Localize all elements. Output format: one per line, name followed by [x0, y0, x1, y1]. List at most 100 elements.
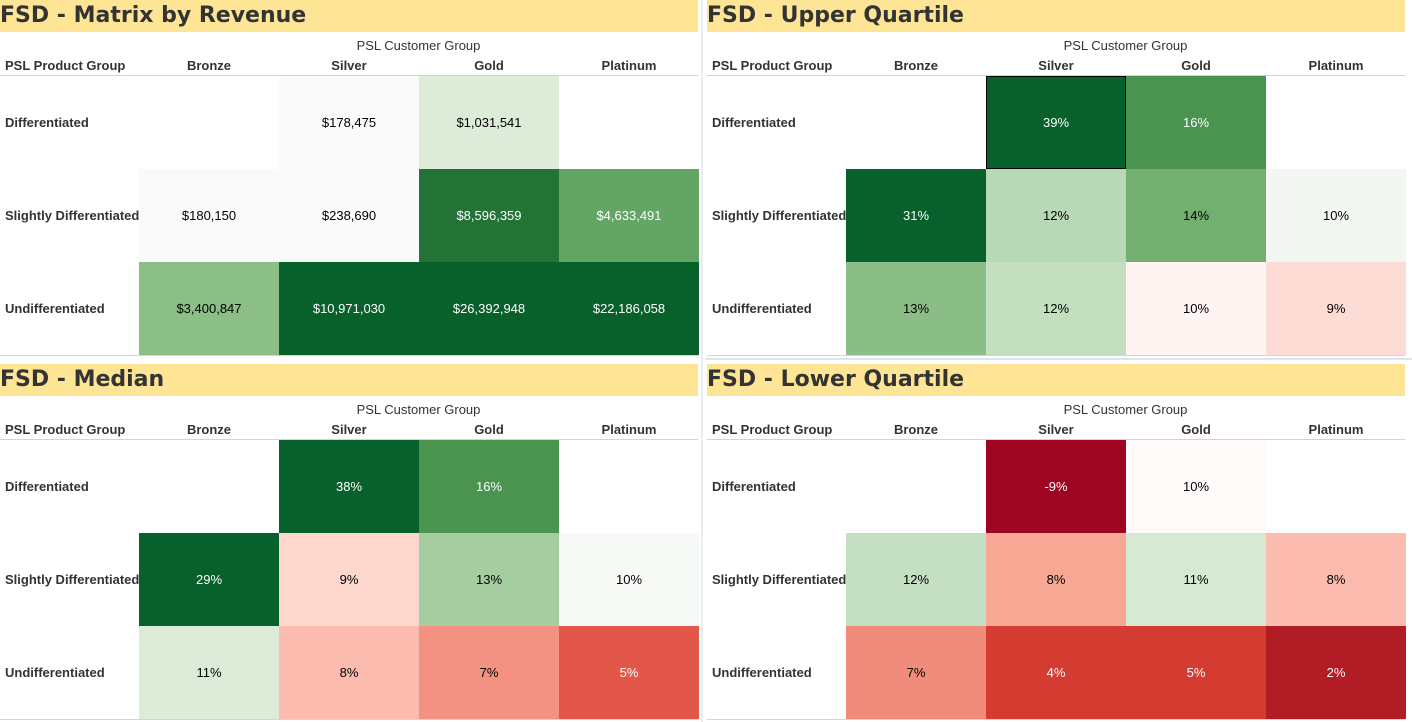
heatmap-cell[interactable]: $10,971,030 — [279, 262, 419, 355]
heatmap-cell[interactable]: $22,186,058 — [559, 262, 699, 355]
heatmap-cell[interactable]: 12% — [986, 169, 1126, 262]
column-header-platinum[interactable]: Platinum — [1308, 422, 1364, 437]
heatmap-cell[interactable]: 10% — [1266, 169, 1406, 262]
panel-divider-horizontal — [705, 358, 1412, 360]
heatmap-cell[interactable]: 12% — [846, 533, 986, 626]
customer-group-header: PSL Customer Group — [1063, 402, 1188, 417]
row-label-undifferentiated[interactable]: Undifferentiated — [712, 665, 812, 680]
column-header-gold[interactable]: Gold — [1181, 58, 1211, 73]
customer-group-header: PSL Customer Group — [356, 402, 481, 417]
heatmap-cell[interactable]: 31% — [846, 169, 986, 262]
heatmap-cell[interactable]: 7% — [846, 626, 986, 719]
heatmap-cell[interactable]: 8% — [986, 533, 1126, 626]
product-group-header: PSL Product Group — [712, 422, 833, 437]
header-divider — [707, 439, 1405, 440]
row-label-slightly-differentiated[interactable]: Slightly Differentiated — [712, 572, 847, 587]
customer-group-header: PSL Customer Group — [1063, 38, 1188, 53]
heatmap-cell[interactable]: 14% — [1126, 169, 1266, 262]
heatmap-cell[interactable]: $3,400,847 — [139, 262, 279, 355]
heatmap-cell[interactable]: $178,475 — [279, 76, 419, 169]
heatmap-cell[interactable]: 16% — [1126, 76, 1266, 169]
heatmap-cell[interactable] — [139, 76, 279, 169]
heatmap-cell[interactable]: 5% — [559, 626, 699, 719]
header-divider — [0, 75, 698, 76]
panel-bottom-border — [707, 355, 1405, 356]
column-header-silver[interactable]: Silver — [1038, 58, 1074, 73]
column-header-silver[interactable]: Silver — [331, 422, 367, 437]
panel-bottom-border — [0, 719, 698, 720]
heatmap-cell[interactable]: 11% — [139, 626, 279, 719]
panel-title: FSD - Upper Quartile — [707, 0, 1405, 32]
heatmap-cell[interactable]: 39% — [986, 76, 1126, 169]
heatmap-cell[interactable]: 29% — [139, 533, 279, 626]
heatmap-cell[interactable]: 12% — [986, 262, 1126, 355]
heatmap-cell[interactable]: 10% — [559, 533, 699, 626]
heatmap-cell[interactable] — [139, 440, 279, 533]
row-label-differentiated[interactable]: Differentiated — [712, 115, 796, 130]
heatmap-cell[interactable]: 4% — [986, 626, 1126, 719]
heatmap-cell[interactable]: 10% — [1126, 440, 1266, 533]
row-label-slightly-differentiated[interactable]: Slightly Differentiated — [5, 572, 140, 587]
row-label-undifferentiated[interactable]: Undifferentiated — [712, 301, 812, 316]
panel-bottom-border — [0, 355, 698, 356]
panel-title: FSD - Matrix by Revenue — [0, 0, 698, 32]
lower-quartile-panel: FSD - Lower Quartile PSL Customer Group PS… — [707, 364, 1406, 720]
heatmap-cell[interactable]: 9% — [279, 533, 419, 626]
column-header-platinum[interactable]: Platinum — [1308, 58, 1364, 73]
heatmap-cell[interactable]: $1,031,541 — [419, 76, 559, 169]
column-header-silver[interactable]: Silver — [331, 58, 367, 73]
heatmap-cell[interactable]: 13% — [419, 533, 559, 626]
column-header-bronze[interactable]: Bronze — [893, 422, 939, 437]
panel-title: FSD - Lower Quartile — [707, 364, 1405, 396]
upper-quartile-panel: FSD - Upper Quartile PSL Customer Group PS… — [707, 0, 1406, 356]
heatmap-cell[interactable] — [846, 440, 986, 533]
heatmap-grid: Differentiated -9% 10% Slightly Differentia… — [707, 440, 1406, 719]
heatmap-cell[interactable]: 38% — [279, 440, 419, 533]
row-label-undifferentiated[interactable]: Undifferentiated — [5, 301, 105, 316]
row-label-differentiated[interactable]: Differentiated — [5, 479, 89, 494]
product-group-header: PSL Product Group — [5, 58, 126, 73]
heatmap-cell[interactable]: $26,392,948 — [419, 262, 559, 355]
column-header-platinum[interactable]: Platinum — [601, 58, 657, 73]
panel-divider-vertical — [701, 0, 703, 722]
heatmap-cell[interactable]: 2% — [1266, 626, 1406, 719]
column-header-gold[interactable]: Gold — [474, 422, 504, 437]
heatmap-cell[interactable]: $8,596,359 — [419, 169, 559, 262]
product-group-header: PSL Product Group — [712, 58, 833, 73]
heatmap-cell[interactable]: 7% — [419, 626, 559, 719]
heatmap-cell[interactable]: 8% — [1266, 533, 1406, 626]
heatmap-cell[interactable]: 16% — [419, 440, 559, 533]
heatmap-cell[interactable]: $238,690 — [279, 169, 419, 262]
heatmap-cell[interactable] — [846, 76, 986, 169]
column-header-bronze[interactable]: Bronze — [186, 422, 232, 437]
heatmap-cell[interactable] — [1266, 76, 1406, 169]
row-label-slightly-differentiated[interactable]: Slightly Differentiated — [5, 208, 140, 223]
row-label-differentiated[interactable]: Differentiated — [5, 115, 89, 130]
column-header-bronze[interactable]: Bronze — [186, 58, 232, 73]
heatmap-cell[interactable]: $4,633,491 — [559, 169, 699, 262]
row-label-slightly-differentiated[interactable]: Slightly Differentiated — [712, 208, 847, 223]
heatmap-cell[interactable]: 10% — [1126, 262, 1266, 355]
column-header-silver[interactable]: Silver — [1038, 422, 1074, 437]
row-label-differentiated[interactable]: Differentiated — [712, 479, 796, 494]
column-header-platinum[interactable]: Platinum — [601, 422, 657, 437]
column-header-bronze[interactable]: Bronze — [893, 58, 939, 73]
median-panel: FSD - Median PSL Customer Group PSL Produc… — [0, 364, 699, 720]
column-header-gold[interactable]: Gold — [474, 58, 504, 73]
heatmap-cell[interactable] — [559, 440, 699, 533]
heatmap-cell[interactable]: 5% — [1126, 626, 1266, 719]
row-label-undifferentiated[interactable]: Undifferentiated — [5, 665, 105, 680]
heatmap-cell[interactable]: -9% — [986, 440, 1126, 533]
product-group-header: PSL Product Group — [5, 422, 126, 437]
heatmap-cell[interactable]: 11% — [1126, 533, 1266, 626]
heatmap-cell[interactable] — [1266, 440, 1406, 533]
heatmap-cell[interactable]: 8% — [279, 626, 419, 719]
heatmap-cell[interactable] — [559, 76, 699, 169]
heatmap-cell[interactable]: 13% — [846, 262, 986, 355]
customer-group-header: PSL Customer Group — [356, 38, 481, 53]
column-header-gold[interactable]: Gold — [1181, 422, 1211, 437]
heatmap-cell[interactable]: $180,150 — [139, 169, 279, 262]
heatmap-grid: Differentiated 39% 16% Slightly Differentia… — [707, 76, 1406, 355]
matrix-by-revenue-panel: FSD - Matrix by Revenue PSL Customer Grou… — [0, 0, 699, 356]
heatmap-cell[interactable]: 9% — [1266, 262, 1406, 355]
